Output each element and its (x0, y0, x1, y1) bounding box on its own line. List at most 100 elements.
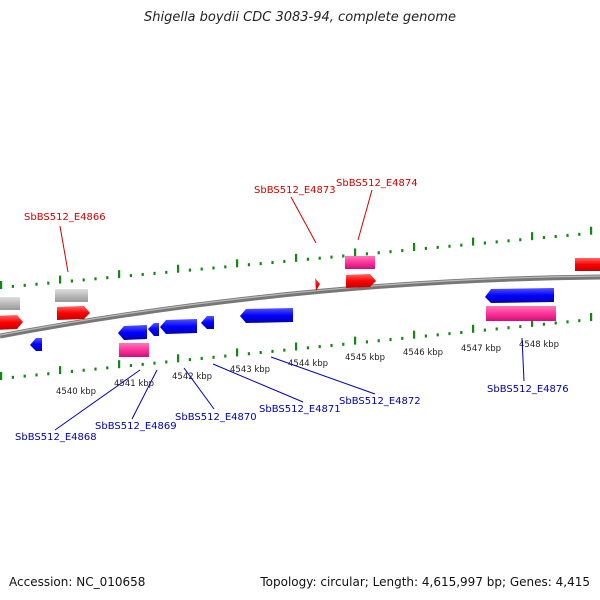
tick-mark (70, 369, 73, 373)
tick-mark (436, 333, 439, 337)
tick-mark (129, 274, 132, 278)
tick-mark (94, 277, 97, 281)
accession-text: Accession: NC_010658 (9, 575, 146, 589)
tick-mark (460, 243, 463, 247)
tick-mark (295, 342, 298, 351)
cds-arrow-blue[interactable] (240, 308, 293, 323)
tick-mark (271, 261, 274, 265)
tick-mark (495, 240, 498, 244)
tick-mark (188, 268, 191, 272)
tick-mark (318, 256, 321, 260)
tick-mark (436, 245, 439, 249)
tick-mark (94, 367, 97, 371)
scale-labels: 4540 kbp 4541 kbp 4542 kbp 4543 kbp 4544… (56, 340, 559, 397)
scale-label: 4541 kbp (114, 379, 154, 389)
tick-mark (212, 355, 215, 359)
cds-arrow-red[interactable] (346, 274, 376, 288)
tick-mark (236, 259, 239, 268)
tick-mark (542, 236, 545, 240)
tick-mark (578, 232, 581, 236)
tick-mark (483, 328, 486, 332)
tick-mark (11, 375, 14, 379)
gene-box-gray[interactable] (55, 289, 88, 302)
gene-box-red[interactable] (575, 258, 600, 271)
tick-mark (531, 232, 534, 241)
tick-mark (590, 313, 593, 321)
tick-mark (318, 345, 321, 349)
tick-mark (330, 343, 333, 347)
tick-mark (531, 318, 534, 327)
tick-mark (35, 282, 38, 286)
tick-mark (306, 346, 309, 350)
gene-label[interactable]: SbBS512_E4868 (15, 432, 97, 443)
cds-arrow-blue[interactable] (485, 288, 554, 303)
tick-mark (0, 281, 3, 289)
map-title: Shigella boydii CDC 3083-94, complete ge… (143, 10, 457, 25)
cds-arrow-red[interactable] (0, 315, 23, 330)
gene-labels: SbBS512_E4866 SbBS512_E4873 SbBS512_E487… (15, 178, 569, 443)
gene-label[interactable]: SbBS512_E4869 (95, 421, 177, 432)
tick-mark (247, 352, 250, 356)
tick-mark (236, 348, 239, 357)
cds-arrow-blue[interactable] (160, 319, 197, 334)
tick-mark (578, 319, 581, 323)
cds-arrow-blue[interactable] (30, 338, 42, 351)
gene-label[interactable]: SbBS512_E4874 (336, 178, 418, 189)
gene-label[interactable]: SbBS512_E4870 (175, 412, 257, 423)
tick-mark (23, 374, 26, 378)
cds-arrow-blue[interactable] (118, 325, 147, 340)
tick-mark (165, 360, 168, 364)
outer-tick-row (0, 226, 593, 289)
gene-box-pink[interactable] (486, 306, 556, 321)
tick-mark (365, 340, 368, 344)
label-leaders (54, 189, 525, 431)
tick-mark (200, 356, 203, 360)
tick-mark (330, 255, 333, 259)
tick-mark (295, 253, 298, 262)
tick-mark (141, 362, 144, 366)
leader-line (521, 337, 525, 382)
tick-mark (554, 234, 557, 238)
tick-mark (507, 326, 510, 330)
tick-mark (188, 358, 191, 362)
tick-mark (70, 279, 73, 283)
cds-arrow-red[interactable] (57, 306, 90, 320)
cds-arrow-blue[interactable] (201, 316, 214, 329)
leader-line (54, 369, 141, 431)
gene-label[interactable]: SbBS512_E4873 (254, 185, 336, 196)
cds-arrow-blue[interactable] (148, 323, 159, 336)
tick-mark (354, 336, 357, 345)
tick-mark (507, 239, 510, 243)
leader-line (183, 367, 215, 410)
tick-mark (413, 243, 416, 252)
gene-box-pink[interactable] (345, 256, 375, 269)
tick-mark (460, 330, 463, 334)
tick-mark (472, 237, 475, 246)
tick-mark (259, 351, 262, 355)
tick-mark (354, 248, 357, 257)
tick-mark (342, 342, 345, 346)
scale-label: 4546 kbp (403, 348, 443, 358)
leader-line (59, 225, 69, 273)
tick-mark (448, 244, 451, 248)
tick-mark (118, 360, 121, 369)
gene-box-gray[interactable] (0, 297, 20, 310)
forward-features (0, 256, 600, 330)
tick-mark (554, 321, 557, 325)
gene-label[interactable]: SbBS512_E4876 (487, 384, 569, 395)
leader-line (357, 189, 373, 241)
gene-label[interactable]: SbBS512_E4872 (339, 396, 421, 407)
leader-line (290, 196, 317, 244)
tick-mark (424, 334, 427, 338)
gene-label[interactable]: SbBS512_E4871 (259, 404, 341, 415)
scale-label: 4540 kbp (56, 387, 96, 397)
tick-mark (153, 271, 156, 275)
leader-line (270, 356, 376, 395)
tick-mark (47, 372, 50, 376)
tick-mark (118, 270, 121, 279)
scale-label: 4547 kbp (461, 344, 501, 354)
cds-arrow-red[interactable] (315, 278, 320, 291)
gene-box-pink[interactable] (119, 343, 149, 357)
tick-mark (365, 252, 368, 256)
gene-label[interactable]: SbBS512_E4866 (24, 212, 106, 223)
